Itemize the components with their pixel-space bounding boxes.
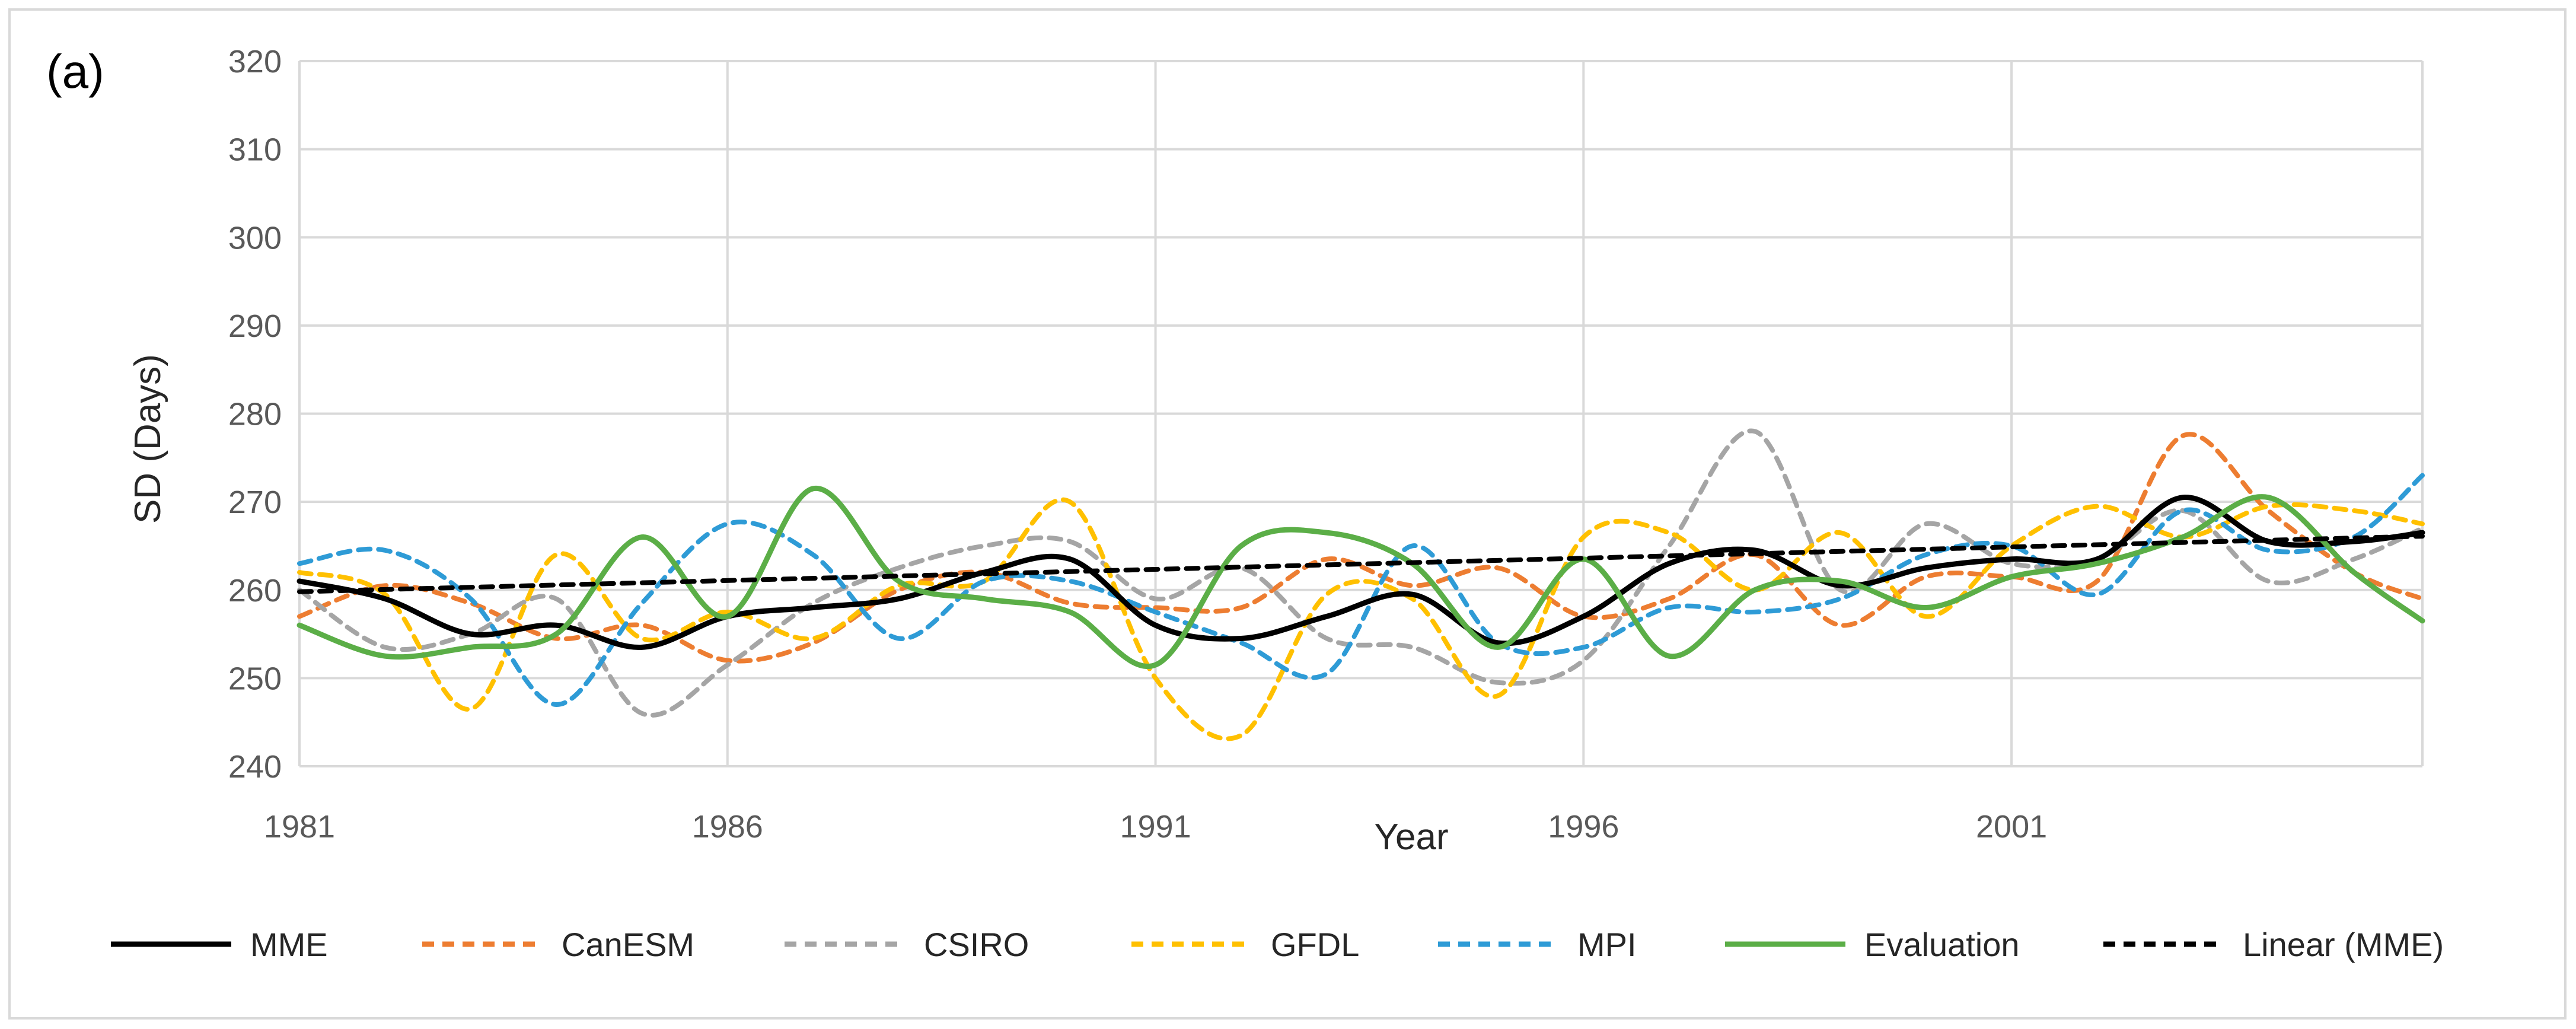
y-tick-label: 280: [228, 397, 282, 432]
x-tick-label: 1981: [264, 809, 335, 845]
x-tick-label: 1991: [1120, 809, 1191, 845]
series-line-evaluation: [297, 486, 2425, 669]
legend-label-gfdl: GFDL: [1271, 926, 1359, 963]
x-axis-title: Year: [1374, 817, 1448, 858]
legend-label-linear-mme: Linear (MME): [2243, 926, 2444, 963]
y-tick-label: 300: [228, 220, 282, 256]
y-tick-label: 270: [228, 485, 282, 520]
y-tick-label: 240: [228, 749, 282, 785]
y-tick-label: 290: [228, 308, 282, 344]
series-line-gfdl: [297, 497, 2425, 741]
y-tick-label: 260: [228, 573, 282, 609]
grid-lines: [298, 60, 2424, 767]
y-tick-label: 250: [228, 661, 282, 696]
legend-label-canesm: CanESM: [562, 926, 694, 963]
series-layer: [297, 428, 2425, 741]
y-axis-title: SD (Days): [127, 354, 168, 524]
legend-label-mme: MME: [250, 926, 328, 963]
legend-label-csiro: CSIRO: [924, 926, 1029, 963]
x-tick-label: 1996: [1548, 809, 1619, 845]
legend: MME CanESM CSIRO GFDL MPI Evaluation Linear (M…: [111, 926, 2444, 963]
legend-label-evaluation: Evaluation: [1864, 926, 2020, 963]
series-line-linear-mme: [297, 534, 2425, 594]
series-line-mpi: [297, 473, 2425, 707]
x-tick-label: 2001: [1976, 809, 2047, 845]
panel-label: (a): [46, 45, 104, 98]
series-line-mme: [297, 495, 2425, 650]
y-tick-label: 310: [228, 132, 282, 168]
chart-frame: [8, 8, 2567, 1020]
x-tick-label: 1986: [692, 809, 763, 845]
tick-labels: 240 250 260 270 280 290 300 310 320 1981 1986 1991 1…: [228, 44, 2047, 845]
y-tick-label: 320: [228, 44, 282, 79]
legend-label-mpi: MPI: [1577, 926, 1637, 963]
